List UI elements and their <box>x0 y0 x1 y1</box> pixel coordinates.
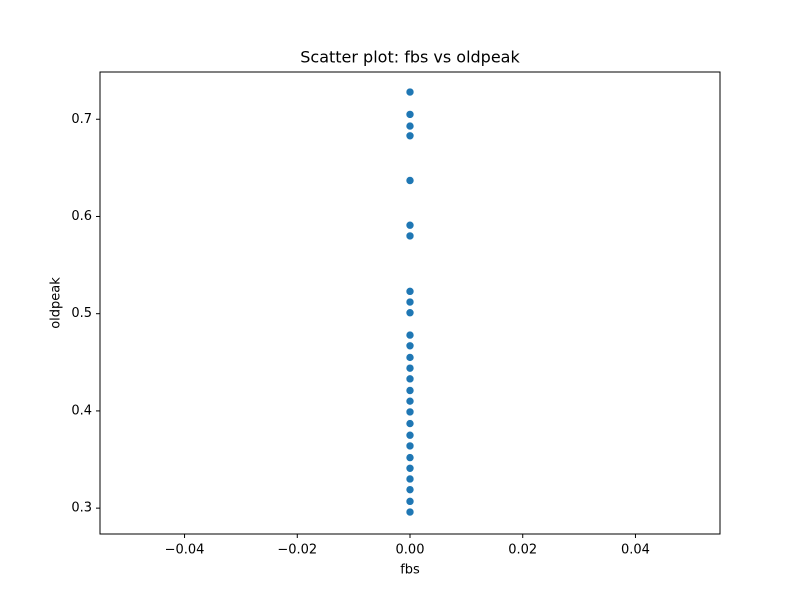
point <box>405 386 415 395</box>
x-tick-label: 0.04 <box>621 543 650 558</box>
point <box>405 297 415 307</box>
point <box>405 231 415 241</box>
point <box>405 353 415 362</box>
point <box>405 220 415 230</box>
y-tick-label: 0.3 <box>71 501 92 516</box>
point <box>405 430 415 440</box>
x-tick-label: 0.00 <box>396 543 425 558</box>
point <box>405 121 415 131</box>
y-tick-label: 0.4 <box>71 403 92 418</box>
point <box>405 407 415 417</box>
x-tick-label: −0.02 <box>277 543 317 558</box>
x-tick-label: −0.04 <box>165 543 205 558</box>
point <box>405 374 415 384</box>
point <box>405 419 415 428</box>
point <box>405 341 415 351</box>
y-tick-label: 0.6 <box>71 209 92 224</box>
point <box>405 131 415 141</box>
y-tick-label: 0.7 <box>71 112 92 127</box>
point <box>405 463 415 473</box>
point <box>405 330 415 340</box>
x-tick-label: 0.02 <box>508 543 537 558</box>
point <box>405 453 415 462</box>
point <box>405 176 415 185</box>
point <box>405 308 415 318</box>
point <box>405 474 415 484</box>
point <box>405 485 415 494</box>
chart-title: Scatter plot: fbs vs oldpeak <box>300 48 520 67</box>
point <box>405 396 415 406</box>
point <box>405 497 415 506</box>
y-tick-label: 0.5 <box>71 306 92 321</box>
point <box>405 363 415 373</box>
point <box>405 110 415 119</box>
point <box>405 441 415 451</box>
y-axis-label: oldpeak <box>49 277 64 329</box>
point <box>405 287 415 296</box>
x-axis-label: fbs <box>400 563 420 578</box>
point <box>405 507 415 517</box>
point <box>405 87 415 97</box>
